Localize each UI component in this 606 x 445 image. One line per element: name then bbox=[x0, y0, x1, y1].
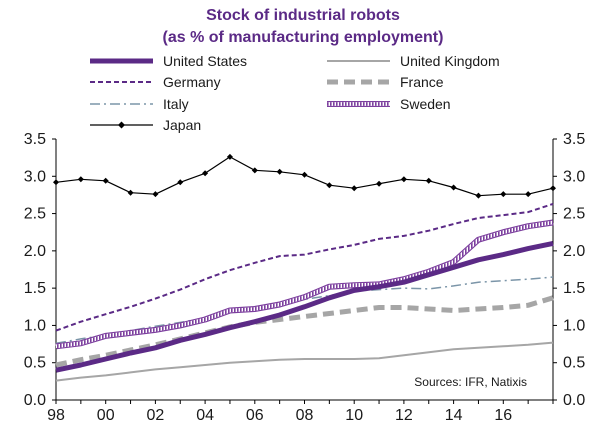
y-tick-label-left: 1.0 bbox=[24, 317, 46, 334]
data-point bbox=[301, 171, 308, 178]
series-sweden bbox=[55, 219, 554, 350]
y-tick-label-right: 2.0 bbox=[563, 243, 585, 260]
legend-item-italy: Italy bbox=[90, 96, 189, 112]
y-tick-label-right: 2.5 bbox=[563, 206, 585, 223]
legend-label: France bbox=[400, 74, 444, 90]
x-tick-label: 16 bbox=[494, 407, 512, 424]
legend-label: United States bbox=[163, 53, 247, 69]
series-germany bbox=[55, 202, 554, 332]
data-point bbox=[450, 184, 457, 191]
y-tick-label-left: 3.0 bbox=[24, 168, 46, 185]
data-point bbox=[226, 153, 233, 160]
x-tick-label: 04 bbox=[196, 407, 214, 424]
x-tick-label: 12 bbox=[395, 407, 413, 424]
y-tick-label-right: 0.0 bbox=[563, 392, 585, 409]
data-point bbox=[351, 185, 358, 192]
data-point bbox=[177, 179, 184, 186]
y-tick-label-left: 0.0 bbox=[24, 392, 46, 409]
y-tick-label-right: 1.0 bbox=[563, 317, 585, 334]
x-tick-label: 00 bbox=[97, 407, 115, 424]
series-united-kingdom bbox=[55, 341, 554, 382]
legend-item-germany: Germany bbox=[90, 74, 221, 90]
series-line-united-kingdom bbox=[55, 341, 554, 382]
y-tick-label-left: 3.5 bbox=[24, 131, 46, 148]
y-tick-label-left: 1.5 bbox=[24, 280, 46, 297]
x-tick-label: 02 bbox=[147, 407, 165, 424]
legend-marker bbox=[118, 121, 125, 129]
data-point bbox=[152, 191, 159, 198]
legend: United States United Kingdom Germany France… bbox=[90, 53, 500, 133]
legend-label: Japan bbox=[163, 117, 201, 133]
y-tick-label-left: 2.5 bbox=[24, 206, 46, 223]
x-tick-label: 98 bbox=[47, 407, 65, 424]
chart-subtitle: (as % of manufacturing employment) bbox=[163, 29, 444, 46]
y-tick-label-right: 1.5 bbox=[563, 280, 585, 297]
data-point bbox=[376, 180, 383, 187]
y-tick-label-right: 3.0 bbox=[563, 168, 585, 185]
legend-label: Germany bbox=[163, 74, 221, 90]
series-line-united-states bbox=[55, 240, 554, 373]
data-point bbox=[475, 192, 482, 199]
series-united-states bbox=[55, 240, 554, 373]
y-tick-label-right: 3.5 bbox=[563, 131, 585, 148]
data-point bbox=[500, 191, 507, 198]
x-tick-label: 06 bbox=[246, 407, 264, 424]
legend-label: Sweden bbox=[400, 96, 451, 112]
x-tick-label: 10 bbox=[345, 407, 363, 424]
data-point bbox=[276, 168, 283, 175]
data-point bbox=[550, 185, 556, 192]
y-tick-label-left: 2.0 bbox=[24, 243, 46, 260]
series-japan bbox=[53, 153, 556, 199]
legend-label: Italy bbox=[163, 96, 189, 112]
legend-item-japan: Japan bbox=[90, 117, 201, 133]
series-layer bbox=[53, 153, 556, 382]
data-point bbox=[102, 177, 109, 184]
y-tick-label-right: 0.5 bbox=[563, 355, 585, 372]
legend-item-sweden: Sweden bbox=[327, 96, 451, 112]
series-line-germany bbox=[55, 202, 554, 332]
legend-item-united-states: United States bbox=[90, 53, 247, 69]
legend-item-united-kingdom: United Kingdom bbox=[327, 53, 500, 69]
source-note: Sources: IFR, Natixis bbox=[414, 375, 527, 389]
x-tick-label: 14 bbox=[445, 407, 463, 424]
x-tick-label: 08 bbox=[296, 407, 314, 424]
data-point bbox=[326, 182, 333, 189]
data-point bbox=[425, 177, 432, 184]
data-point bbox=[127, 189, 134, 196]
chart-title: Stock of industrial robots bbox=[206, 7, 400, 24]
data-point bbox=[77, 176, 84, 183]
legend-item-france: France bbox=[327, 74, 444, 90]
axes: 0.0 0.0 0.5 0.5 1.0 1.0 1.5 1.5 2.0 2.0 2.5 2.5 3.0 3… bbox=[24, 131, 586, 424]
y-tick-label-left: 0.5 bbox=[24, 355, 46, 372]
data-point bbox=[525, 191, 532, 198]
series-line-sweden bbox=[55, 220, 554, 349]
data-point bbox=[251, 167, 258, 174]
data-point bbox=[53, 179, 59, 186]
legend-label: United Kingdom bbox=[400, 53, 500, 69]
data-point bbox=[202, 170, 209, 177]
data-point bbox=[400, 176, 407, 183]
